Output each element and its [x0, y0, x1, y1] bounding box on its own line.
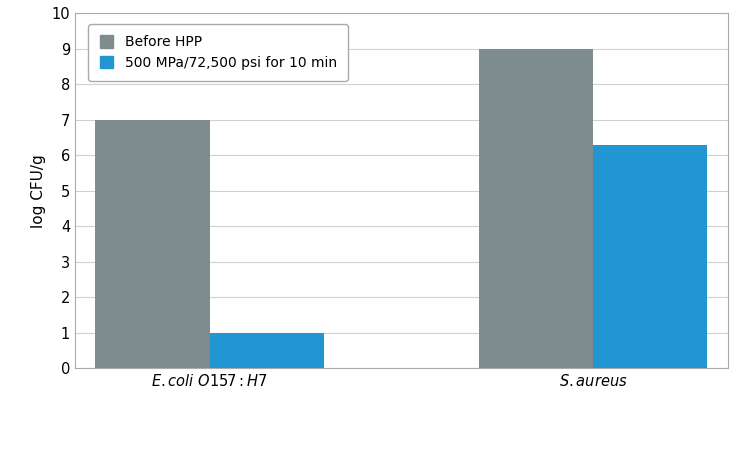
Bar [593, 145, 707, 368]
Bar [209, 333, 324, 368]
Legend: Before HPP, 500 MPa/72,500 psi for 10 min: Before HPP, 500 MPa/72,500 psi for 10 mi… [88, 24, 348, 81]
Bar [95, 120, 209, 368]
Y-axis label: log CFU/g: log CFU/g [31, 154, 46, 228]
Bar [478, 49, 593, 368]
